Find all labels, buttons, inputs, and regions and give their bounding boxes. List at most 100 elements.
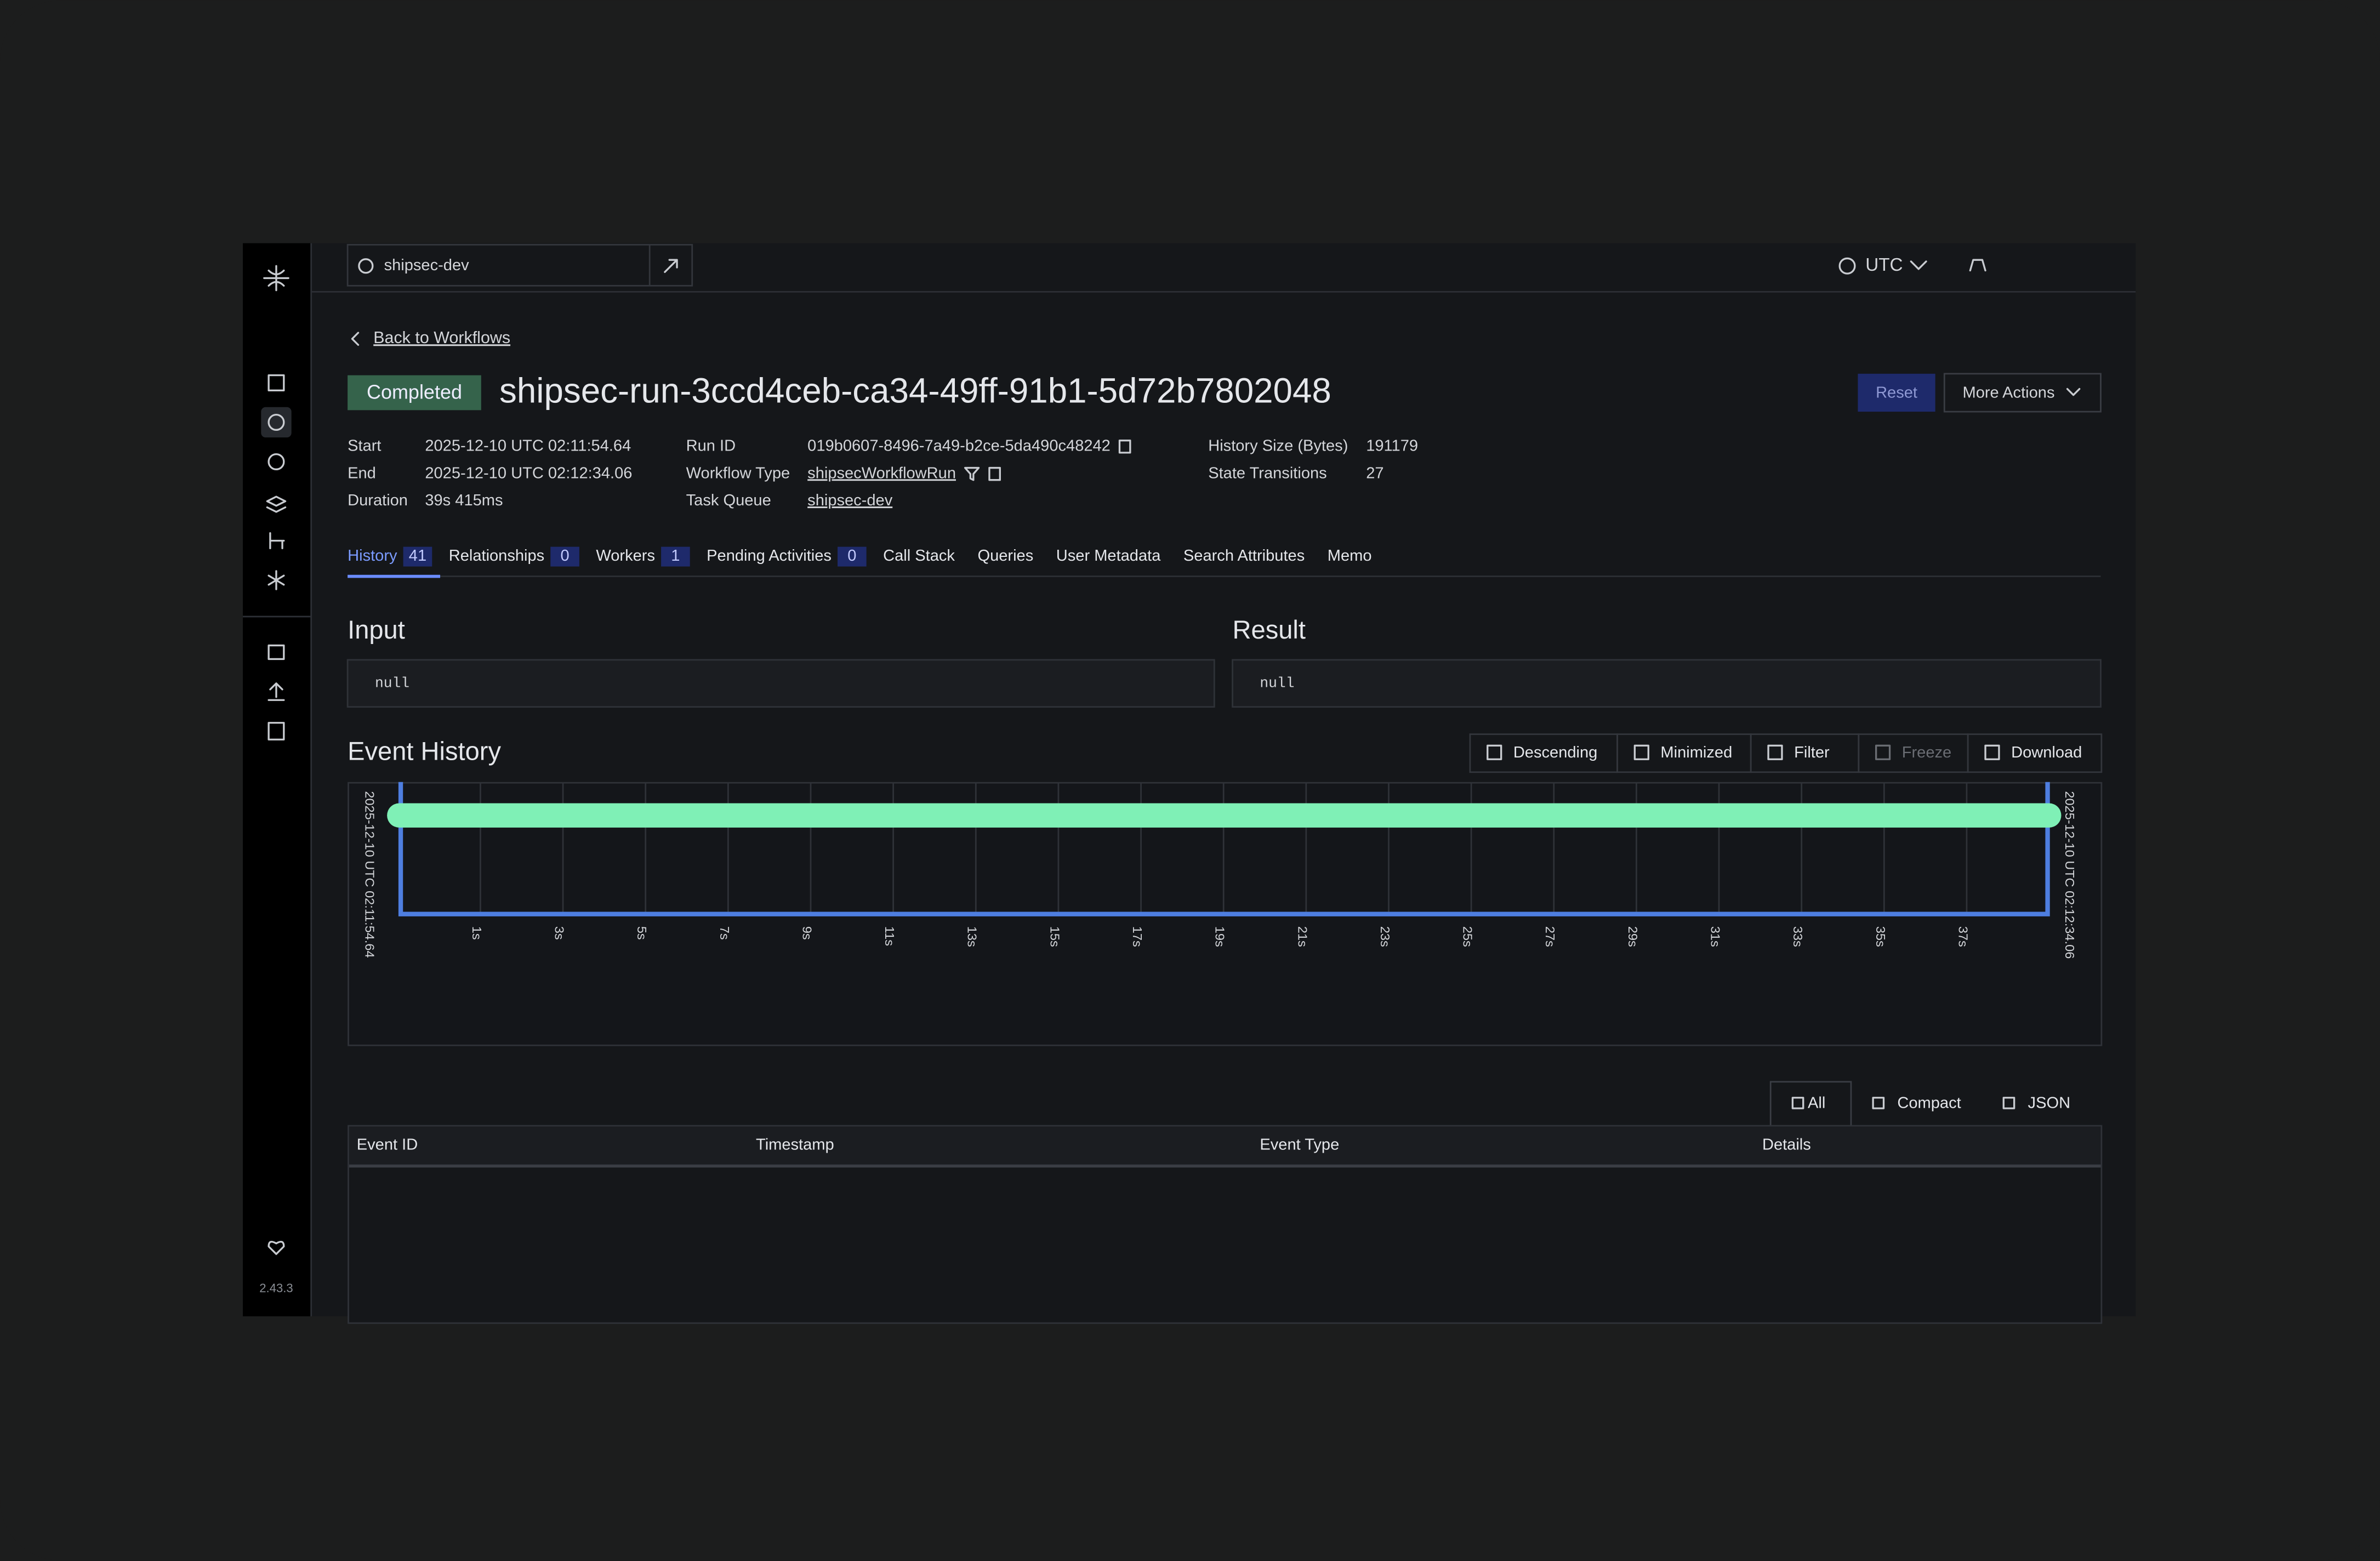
column-header: Timestamp — [756, 1136, 834, 1154]
tab-label[interactable]: Queries — [977, 547, 1033, 565]
tab-label[interactable]: Search Attributes — [1183, 547, 1305, 565]
tab-label[interactable]: Call Stack — [883, 547, 955, 565]
timeline-tick: 13s — [965, 926, 980, 947]
toolbar: Descending Minimized Filter Freeze Download — [1469, 733, 2103, 773]
back-link[interactable]: Back to Workflows — [373, 328, 510, 347]
logo[interactable] — [263, 265, 289, 292]
nav-icon[interactable] — [267, 682, 285, 701]
reset-label: Reset — [1876, 384, 1917, 402]
toolbar-icon — [1487, 744, 1502, 760]
workflow-title: shipsec-run-3ccd4ceb-ca34-49ff-91b1-5d72… — [499, 372, 1331, 411]
nav-icon[interactable] — [267, 374, 285, 391]
tab-count-badge — [661, 546, 690, 567]
tabs: History 41 Relationships 0 Workers 1 Pending A… — [348, 546, 1372, 567]
copy-icon[interactable] — [1118, 440, 1131, 454]
column-header: Event Type — [1260, 1136, 1339, 1154]
tab-count: 1 — [671, 547, 680, 565]
chevron — [1910, 260, 1927, 270]
view-tab[interactable]: All — [1808, 1094, 1825, 1112]
tab-label[interactable]: Pending Activities — [707, 547, 832, 565]
timeline-tick: 17s — [1130, 926, 1145, 947]
timeline-tick: 31s — [1709, 926, 1723, 947]
toolbar-icon — [1984, 744, 2000, 760]
nav-active — [261, 407, 292, 438]
detail-value: 019b0607-8496-7a49-b2ce-5da490c48242 — [807, 437, 1111, 454]
status: Completed — [367, 380, 462, 403]
detail-label: Workflow Type — [686, 464, 790, 482]
detail-value: 39s 415ms — [425, 492, 503, 509]
nav-icon[interactable] — [267, 722, 285, 740]
detail-label: Start — [348, 437, 381, 454]
chevron — [2066, 388, 2081, 396]
workflow-bar[interactable] — [387, 803, 2062, 828]
tab-label[interactable]: Workers — [596, 547, 655, 565]
sidebar — [243, 243, 311, 1317]
timeline-tick: 23s — [1378, 926, 1392, 947]
toolbar-label: Descending — [1513, 744, 1598, 761]
nav-icon[interactable] — [267, 413, 285, 431]
clock-icon — [1838, 257, 1856, 275]
timeline-tick: 33s — [1791, 926, 1805, 947]
tab-count-badge — [403, 546, 432, 567]
column-header: Details — [1762, 1136, 1811, 1154]
back-icon — [351, 332, 360, 346]
detail-label: End — [348, 464, 376, 482]
view-icon — [2002, 1097, 2015, 1109]
tab-label[interactable]: User Metadata — [1056, 547, 1161, 565]
input-box — [346, 659, 1215, 708]
details: Start 2025-12-10 UTC 02:11:54.64 End 2025-1… — [348, 437, 1418, 509]
nav-icon[interactable] — [267, 453, 285, 470]
timeline-tick: 1s — [470, 926, 484, 940]
input-value: null — [375, 675, 409, 692]
tab-count: 41 — [409, 547, 426, 565]
toolbar-icon — [1875, 744, 1891, 760]
detail-value[interactable]: shipsecWorkflowRun — [807, 464, 956, 482]
timeline-tick: 9s — [800, 926, 814, 940]
external-link-icon[interactable] — [664, 259, 678, 274]
detail-label: Duration — [348, 492, 408, 509]
timeline-tick: 25s — [1461, 926, 1475, 947]
reset-button[interactable] — [1858, 373, 1935, 412]
detail-value: 191179 — [1366, 437, 1418, 454]
tab-label[interactable]: Relationships — [449, 547, 544, 565]
detail-label: Run ID — [686, 437, 736, 454]
nav-icon[interactable] — [266, 495, 287, 513]
nav-icon[interactable] — [267, 644, 285, 660]
user-icon[interactable] — [1969, 259, 1986, 272]
detail-value[interactable]: shipsec-dev — [807, 492, 893, 509]
detail-label: State Transitions — [1208, 464, 1326, 482]
nav-icon[interactable] — [269, 532, 285, 549]
nav-icon[interactable] — [267, 570, 285, 590]
tab-count: 0 — [847, 547, 856, 565]
heart-icon[interactable] — [267, 1240, 285, 1255]
tab-label[interactable]: Memo — [1328, 547, 1372, 565]
timeline-tick: 37s — [1956, 926, 1970, 947]
event-history-heading: Event History — [348, 737, 501, 766]
input-heading: Input — [348, 615, 405, 644]
timeline-end: 2025-12-10 UTC 02:12:34.06 — [2063, 791, 2077, 959]
toolbar-icon — [1767, 744, 1783, 760]
timeline-bracket — [398, 782, 2050, 916]
more-actions-button[interactable] — [1943, 373, 2102, 413]
detail-value: 2025-12-10 UTC 02:12:34.06 — [425, 464, 632, 482]
toolbar-button[interactable] — [1967, 733, 2103, 773]
status-badge — [348, 375, 481, 411]
result-value: null — [1260, 675, 1294, 692]
timeline: 1s 3s 5s 7s 9s 11s 13s 15s 17s 19s 21s 23s 25s 27s 29s… — [470, 783, 1970, 947]
timeline-tick: 3s — [553, 926, 567, 940]
timeline-tick: 35s — [1874, 926, 1888, 947]
timeline-tick: 5s — [635, 926, 649, 940]
namespace-box[interactable] — [346, 244, 693, 287]
tab-count-badge — [838, 546, 867, 567]
timeline-tick: 15s — [1047, 926, 1062, 947]
timezone[interactable]: UTC — [1865, 255, 1903, 275]
filter-icon[interactable] — [964, 466, 980, 481]
view-tab[interactable]: Compact — [1897, 1094, 1961, 1112]
timeline-tick: 19s — [1213, 926, 1227, 947]
view-tab[interactable]: JSON — [2028, 1094, 2071, 1112]
tab-label[interactable]: History — [348, 547, 397, 565]
timeline-start: 2025-12-10 UTC 02:11:54.64 — [363, 791, 377, 958]
copy-icon[interactable] — [988, 466, 1001, 481]
toolbar-icon — [1633, 744, 1649, 760]
